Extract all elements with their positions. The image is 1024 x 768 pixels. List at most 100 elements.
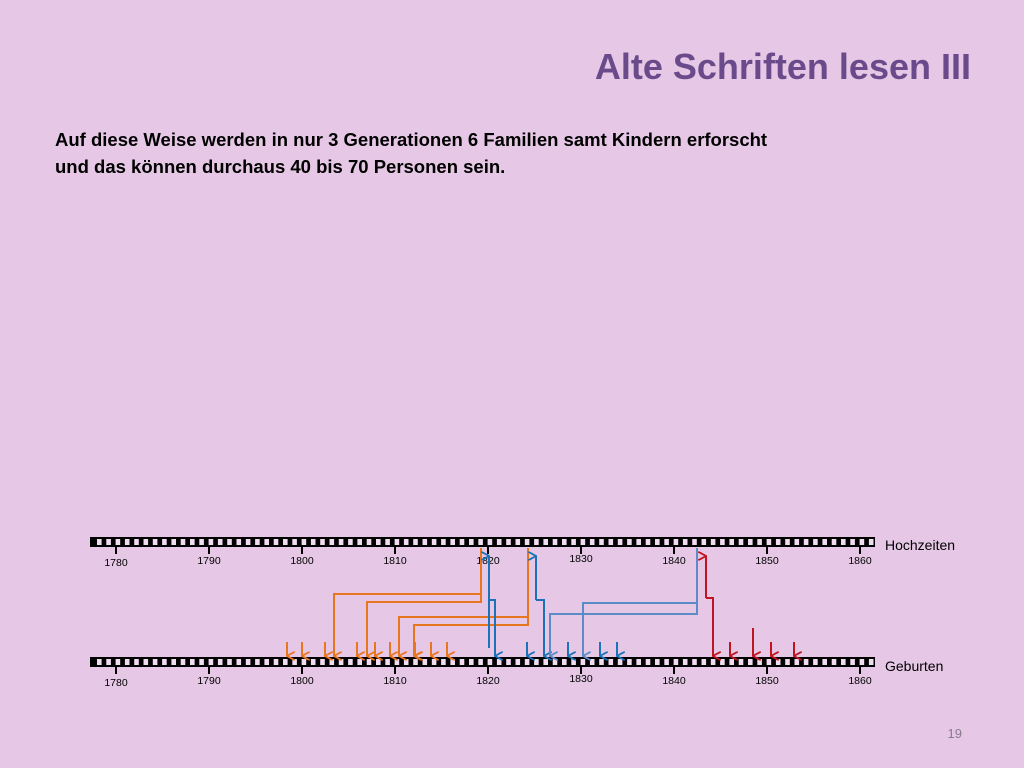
- lower-timeline-bar-gap: [403, 659, 409, 665]
- lower-timeline-bar-gap: [190, 659, 195, 665]
- connector-arrow: [549, 548, 698, 656]
- upper-timeline-bar-gap: [152, 539, 158, 545]
- upper-timeline-bar-gap: [190, 539, 195, 545]
- lower-timeline-bar-gap: [450, 659, 455, 665]
- lower-timeline-bar-gap: [283, 659, 288, 665]
- lower-timeline-bar-gap: [115, 659, 121, 665]
- upper-timeline-bar-gap: [227, 539, 232, 545]
- lower-timeline-bar-gap: [208, 659, 214, 665]
- lower-timeline-bar-gap: [478, 659, 483, 665]
- upper-timeline-bar-gap: [292, 539, 297, 545]
- upper-timeline-bar-gap: [134, 539, 139, 545]
- upper-timeline-bar-gap: [552, 539, 558, 545]
- page-number: 19: [947, 726, 962, 741]
- upper-timeline-bar-gap: [310, 539, 316, 545]
- lower-timeline-bar-gap: [180, 659, 186, 665]
- lower-timeline-bar-gap: [329, 659, 335, 665]
- upper-timeline-bar-gap: [459, 539, 465, 545]
- lower-timeline-bar-gap: [134, 659, 139, 665]
- lower-timeline-bar-gap: [292, 659, 297, 665]
- lower-timeline-bar-gap: [841, 659, 846, 665]
- lower-timeline-tick-label: 1840: [662, 675, 686, 687]
- upper-timeline-bar-gap: [478, 539, 483, 545]
- upper-timeline-bar-gap: [803, 539, 809, 545]
- lower-timeline-bar-gap: [580, 659, 586, 665]
- upper-timeline-bar-gap: [534, 539, 539, 545]
- lower-timeline-bar-gap: [775, 659, 781, 665]
- upper-timeline-bar-gap: [599, 539, 604, 545]
- upper-timeline-bar-gap: [143, 539, 149, 545]
- upper-timeline-bar-gap: [794, 539, 800, 545]
- connector-arrows: [286, 548, 794, 656]
- upper-timeline-bar-gap: [571, 539, 576, 545]
- upper-timeline-tick-label: 1860: [848, 555, 872, 567]
- lower-timeline-bar-gap: [803, 659, 809, 665]
- upper-timeline-bar-gap: [329, 539, 335, 545]
- upper-timeline-bar-gap: [338, 539, 344, 545]
- upper-timeline-bar-gap: [673, 539, 679, 545]
- upper-timeline-bar-gap: [273, 539, 279, 545]
- lower-timeline-bar-gap: [813, 659, 818, 665]
- upper-timeline-bar-gap: [385, 539, 390, 545]
- body-text: Auf diese Weise werden in nur 3 Generati…: [55, 126, 955, 180]
- upper-timeline-bar-gap: [422, 539, 428, 545]
- upper-timeline-bar-gap: [813, 539, 818, 545]
- lower-timeline-bar-gap: [868, 659, 874, 665]
- upper-timeline-bar-gap: [664, 539, 669, 545]
- lower-timeline-bar-gap: [199, 659, 204, 665]
- lower-timeline-bar-gap: [822, 659, 827, 665]
- lower-timeline-bar-gap: [441, 659, 446, 665]
- lower-timeline-bar-gap: [515, 659, 521, 665]
- lower-timeline-bar-gap: [245, 659, 251, 665]
- lower-timeline-tick-label: 1850: [755, 675, 779, 687]
- upper-timeline-bar-gap: [394, 539, 400, 545]
- lower-timeline-bar-gap: [431, 659, 437, 665]
- lower-timeline-tick-label: 1820: [476, 675, 500, 687]
- lower-timeline-bar-gap: [143, 659, 149, 665]
- lower-timeline-bar-gap: [534, 659, 539, 665]
- hochzeiten-label: Hochzeiten: [885, 537, 955, 553]
- lower-timeline-bar-gap: [608, 659, 614, 665]
- lower-timeline-bar-gap: [571, 659, 576, 665]
- connector-arrow: [366, 548, 482, 656]
- upper-timeline-bar-gap: [580, 539, 586, 545]
- upper-timeline-bar-gap: [441, 539, 446, 545]
- lower-timeline-bar-gap: [673, 659, 679, 665]
- upper-timeline-bar-gap: [543, 539, 548, 545]
- upper-timeline-bar-gap: [645, 539, 651, 545]
- upper-timeline-bar-gap: [180, 539, 186, 545]
- upper-timeline-bar-gap: [124, 539, 130, 545]
- upper-timeline-tick-label: 1840: [662, 555, 686, 567]
- lower-timeline-bar-gap: [627, 659, 632, 665]
- lower-timeline-bar-gap: [338, 659, 344, 665]
- lower-timeline: 1780 1790 1800 1810 1820 1830 1840 1850 1860: [90, 657, 875, 689]
- upper-timeline-bar-gap: [738, 539, 744, 545]
- lower-timeline-bar-gap: [831, 659, 837, 665]
- upper-timeline-bar-gap: [469, 539, 474, 545]
- upper-timeline-bar-gap: [264, 539, 269, 545]
- upper-timeline-bar-gap: [589, 539, 595, 545]
- upper-timeline-tick-label: 1810: [383, 555, 407, 567]
- upper-timeline-bar-gap: [617, 539, 623, 545]
- upper-timeline-bar-gap: [450, 539, 455, 545]
- lower-timeline-bar-gap: [850, 659, 855, 665]
- upper-timeline-bar-gap: [562, 539, 567, 545]
- upper-timeline-bar-gap: [757, 539, 762, 545]
- lower-timeline-bar-gap: [97, 659, 102, 665]
- lower-timeline-bar-gap: [106, 659, 111, 665]
- lower-timeline-bar-gap: [562, 659, 567, 665]
- lower-timeline-bar-gap: [301, 659, 307, 665]
- lower-timeline-bar-gap: [766, 659, 772, 665]
- lower-timeline-bar-gap: [599, 659, 604, 665]
- body-line-2: und das können durchaus 40 bis 70 Person…: [55, 156, 506, 177]
- lower-timeline-tick-label: 1810: [383, 675, 407, 687]
- connector-arrow: [706, 597, 713, 656]
- lower-timeline-bar-gap: [171, 659, 176, 665]
- lower-timeline-bar-gap: [264, 659, 269, 665]
- upper-timeline-bar-gap: [366, 539, 372, 545]
- upper-timeline-bar-gap: [487, 539, 493, 545]
- lower-timeline-bar-gap: [552, 659, 558, 665]
- lower-timeline-bar-gap: [320, 659, 325, 665]
- lower-timeline-bar-gap: [859, 659, 865, 665]
